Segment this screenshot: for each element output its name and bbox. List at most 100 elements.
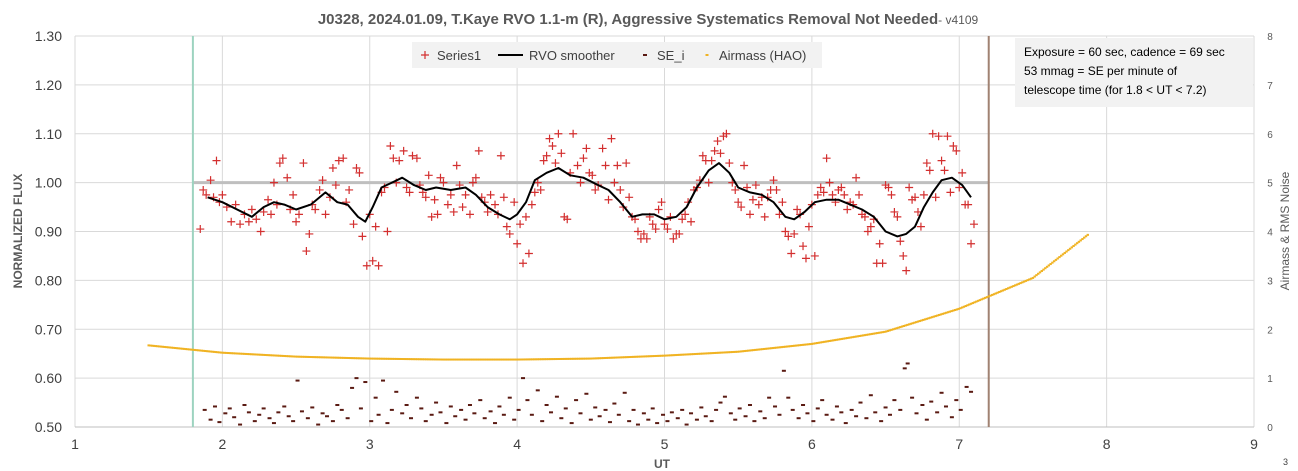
airmass-point (393, 357, 396, 360)
flux-point (822, 154, 831, 163)
airmass-point (1008, 286, 1012, 289)
airmass-point (670, 354, 674, 357)
airmass-point (533, 358, 536, 361)
airmass-point (893, 327, 897, 330)
airmass-point (495, 358, 499, 361)
airmass-point (586, 357, 589, 360)
airmass-point (552, 358, 555, 361)
se-i-point (434, 401, 439, 404)
flux-point (943, 132, 952, 141)
airmass-point (338, 356, 341, 359)
airmass-point (334, 356, 338, 359)
airmass-point (349, 357, 352, 360)
se-i-point (381, 379, 386, 382)
se-i-point (858, 401, 863, 404)
airmass-point (577, 357, 580, 360)
airmass-point (925, 317, 929, 320)
airmass-point (769, 347, 773, 350)
flux-point (510, 198, 519, 207)
airmass-point (1060, 254, 1063, 257)
se-i-point (646, 418, 651, 421)
flux-point (799, 242, 808, 251)
airmass-point (950, 310, 953, 313)
airmass-point (616, 356, 619, 359)
se-i-point (208, 418, 213, 421)
airmass-point (175, 347, 179, 350)
flux-point (964, 200, 973, 209)
se-i-point (762, 417, 767, 420)
flux-point (969, 220, 978, 229)
flux-point (866, 222, 875, 231)
airmass-point (915, 321, 918, 324)
airmass-point (244, 352, 248, 355)
se-i-point (423, 420, 428, 423)
se-i-point (453, 415, 458, 418)
airmass-point (492, 358, 495, 361)
airmass-point (483, 358, 486, 361)
flux-point (837, 183, 846, 192)
se-i-point (811, 420, 816, 423)
airmass-point (165, 346, 168, 349)
airmass-point (635, 355, 638, 358)
airmass-point (888, 329, 891, 332)
se-i-point (747, 404, 752, 407)
y-axis-right-ticks: 0 1 2 3 4 5 6 7 8 (1267, 32, 1273, 434)
airmass-point (488, 358, 492, 361)
airmass-point (262, 353, 265, 356)
airmass-point (732, 350, 736, 353)
airmass-point (524, 358, 527, 361)
airmass-point (541, 358, 545, 361)
annotation-line-1: Exposure = 60 sec, cadence = 69 sec (1024, 45, 1225, 59)
airmass-point (649, 355, 653, 358)
airmass-point (400, 357, 403, 360)
airmass-point (559, 357, 562, 360)
page-number: 3 (1283, 457, 1288, 467)
airmass-point (975, 300, 978, 303)
airmass-point (409, 358, 412, 361)
airmass-point (287, 355, 290, 358)
airmass-point (444, 358, 447, 361)
se-i-point (549, 411, 554, 414)
se-i-point (369, 420, 374, 423)
airmass-point (460, 358, 463, 361)
flux-point (793, 205, 802, 214)
airmass-point (540, 358, 543, 361)
se-i-point (805, 412, 810, 415)
airmass-point (1047, 264, 1051, 267)
airmass-point (310, 356, 313, 359)
se-i-point (689, 412, 694, 415)
series-se-i (202, 362, 974, 426)
airmass-point (410, 358, 414, 361)
legend-item-se-i: SE_i (643, 48, 685, 63)
airmass-point (918, 320, 921, 323)
airmass-point (174, 347, 177, 350)
airmass-point (665, 354, 669, 357)
airmass-point (246, 353, 249, 356)
airmass-point (856, 335, 860, 338)
airmass-point (163, 345, 166, 348)
airmass-point (352, 357, 356, 360)
flux-point (502, 222, 511, 231)
flux-point (678, 215, 687, 224)
flux-point (446, 190, 455, 199)
flux-point (368, 256, 377, 265)
airmass-point (214, 351, 218, 354)
flux-point (496, 151, 505, 160)
flux-point (468, 178, 477, 187)
se-i-point (631, 408, 636, 411)
legend-label: SE_i (657, 48, 685, 63)
airmass-point (304, 355, 308, 358)
airmass-point (796, 344, 799, 347)
flux-point (352, 163, 361, 172)
airmass-point (462, 358, 465, 361)
airmass-point (414, 358, 417, 361)
airmass-point (701, 352, 704, 355)
flux-point (355, 168, 364, 177)
flux-point (548, 141, 557, 150)
x-axis-ticks: 1 2 3 4 5 6 7 8 9 (71, 436, 1258, 452)
airmass-point (959, 307, 962, 310)
se-i-point (354, 377, 359, 380)
se-i-point (507, 396, 512, 399)
flux-point (267, 210, 276, 219)
airmass-point (446, 358, 449, 361)
